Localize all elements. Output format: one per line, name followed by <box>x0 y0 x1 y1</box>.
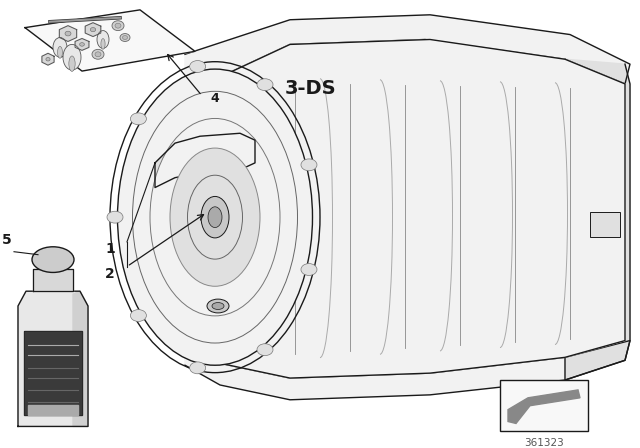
Ellipse shape <box>208 207 222 228</box>
Text: 4: 4 <box>210 92 219 105</box>
Bar <box>500 380 588 431</box>
Ellipse shape <box>58 47 63 58</box>
Ellipse shape <box>301 263 317 276</box>
Polygon shape <box>28 405 78 414</box>
Polygon shape <box>33 270 73 291</box>
Polygon shape <box>75 39 89 50</box>
Ellipse shape <box>188 175 243 259</box>
Ellipse shape <box>189 60 205 73</box>
Text: 1: 1 <box>105 242 115 256</box>
Text: 2: 2 <box>105 267 115 281</box>
Polygon shape <box>185 39 625 378</box>
Ellipse shape <box>46 57 50 61</box>
Text: 5: 5 <box>2 233 12 247</box>
Ellipse shape <box>90 27 96 32</box>
Ellipse shape <box>115 23 121 28</box>
Ellipse shape <box>32 247 74 272</box>
Polygon shape <box>73 291 88 426</box>
Polygon shape <box>185 340 630 400</box>
Ellipse shape <box>170 148 260 286</box>
Polygon shape <box>42 53 54 65</box>
Ellipse shape <box>201 196 229 238</box>
Ellipse shape <box>257 344 273 356</box>
Ellipse shape <box>257 79 273 90</box>
Polygon shape <box>508 390 580 423</box>
Polygon shape <box>155 133 255 188</box>
Ellipse shape <box>63 44 81 70</box>
Ellipse shape <box>122 35 127 39</box>
Polygon shape <box>60 26 77 42</box>
Ellipse shape <box>301 159 317 171</box>
Polygon shape <box>85 23 100 37</box>
Ellipse shape <box>79 43 84 46</box>
Ellipse shape <box>112 21 124 30</box>
Ellipse shape <box>107 211 123 223</box>
Ellipse shape <box>95 52 101 57</box>
Ellipse shape <box>132 91 298 343</box>
Ellipse shape <box>69 56 75 71</box>
Ellipse shape <box>118 69 312 365</box>
Ellipse shape <box>207 299 229 313</box>
Ellipse shape <box>150 118 280 316</box>
Bar <box>590 212 620 237</box>
Ellipse shape <box>53 38 67 57</box>
Ellipse shape <box>120 34 130 42</box>
Ellipse shape <box>212 302 224 310</box>
Ellipse shape <box>131 113 147 125</box>
Polygon shape <box>185 15 630 84</box>
Text: 3-DS: 3-DS <box>285 79 337 99</box>
Polygon shape <box>25 10 195 71</box>
Polygon shape <box>18 291 88 426</box>
Polygon shape <box>565 59 630 380</box>
Ellipse shape <box>189 362 205 374</box>
Polygon shape <box>24 331 82 414</box>
Text: 361323: 361323 <box>524 438 564 448</box>
Ellipse shape <box>97 30 109 48</box>
Ellipse shape <box>65 31 71 36</box>
Ellipse shape <box>101 39 105 49</box>
Ellipse shape <box>131 310 147 321</box>
Ellipse shape <box>92 49 104 59</box>
